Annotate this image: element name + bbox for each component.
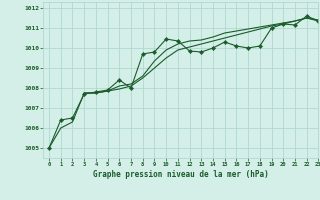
X-axis label: Graphe pression niveau de la mer (hPa): Graphe pression niveau de la mer (hPa) [93,170,269,179]
